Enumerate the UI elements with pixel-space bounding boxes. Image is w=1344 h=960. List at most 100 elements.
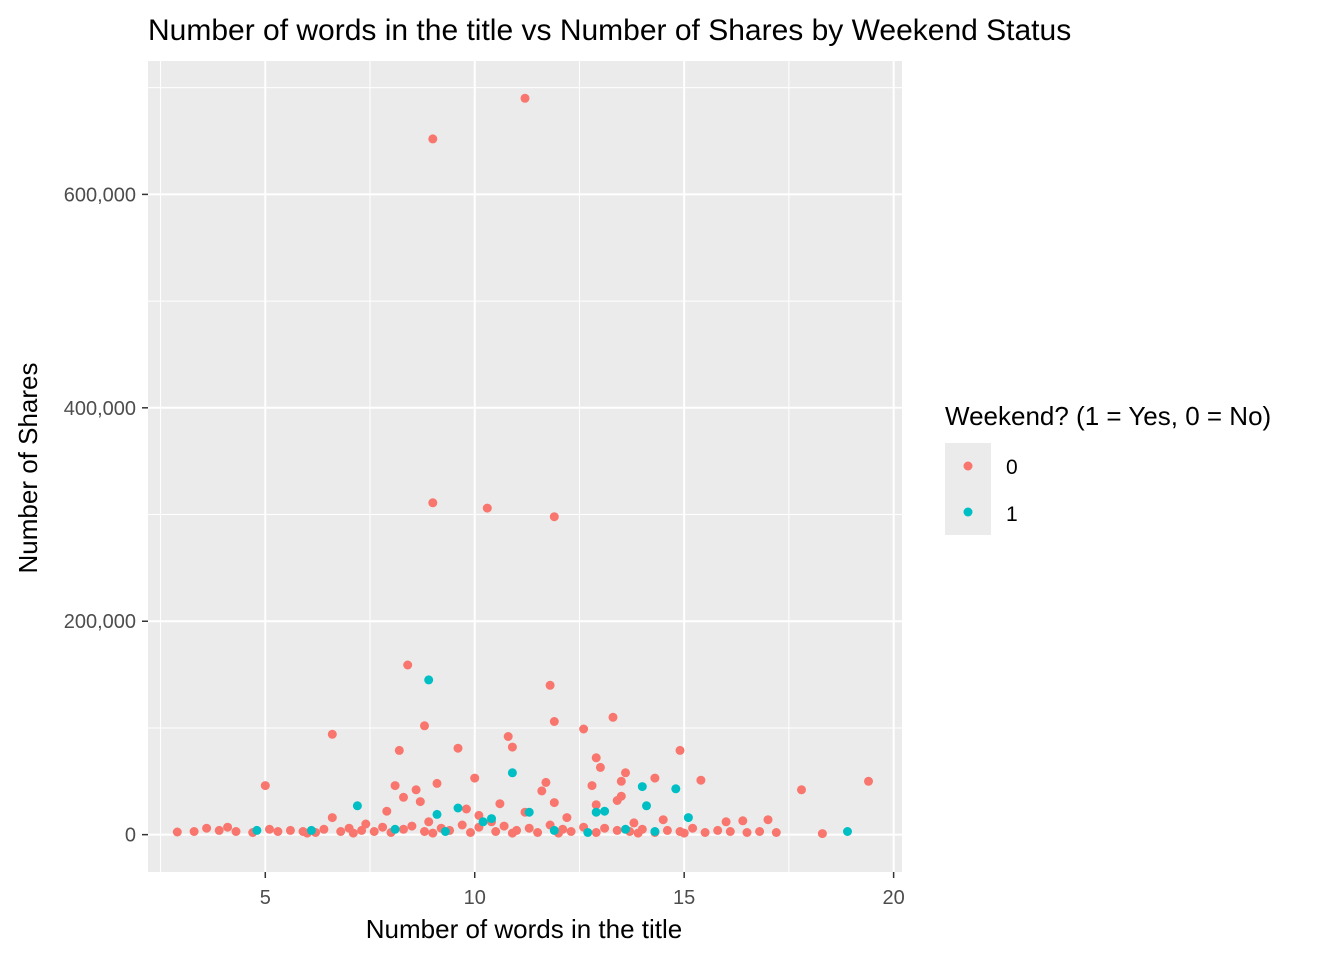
data-point-weekend-0 [817, 829, 827, 839]
data-point-weekend-0 [495, 799, 505, 809]
data-point-weekend-1 [591, 807, 601, 817]
data-point-weekend-0 [771, 828, 781, 837]
data-point-weekend-1 [352, 801, 362, 811]
data-point-weekend-0 [688, 823, 698, 833]
data-point-weekend-1 [432, 809, 442, 819]
data-point-weekend-0 [223, 822, 233, 832]
data-point-weekend-1 [478, 817, 488, 827]
data-point-weekend-1 [683, 813, 693, 823]
data-point-weekend-0 [466, 828, 475, 837]
legend-label-1: 1 [1006, 503, 1018, 526]
data-point-weekend-0 [562, 813, 572, 823]
data-point-weekend-0 [545, 680, 555, 690]
data-point-weekend-0 [357, 825, 367, 835]
data-point-weekend-0 [491, 827, 501, 836]
data-point-weekend-0 [595, 762, 605, 772]
legend: Weekend? (1 = Yes, 0 = No) 0 1 [945, 401, 1271, 535]
data-point-weekend-0 [549, 512, 559, 522]
data-point-weekend-1 [252, 825, 262, 835]
data-point-weekend-1 [671, 784, 681, 794]
data-point-weekend-0 [549, 798, 559, 808]
data-point-weekend-1 [637, 782, 647, 792]
data-point-weekend-1 [306, 825, 316, 835]
data-point-weekend-1 [487, 814, 496, 824]
data-point-weekend-1 [650, 827, 660, 836]
data-point-weekend-0 [633, 828, 643, 838]
x-tick-label: 15 [673, 887, 695, 909]
data-point-weekend-0 [612, 825, 622, 835]
data-point-weekend-0 [428, 828, 438, 838]
data-point-weekend-0 [403, 660, 413, 670]
data-point-weekend-0 [428, 134, 438, 144]
data-point-weekend-0 [579, 724, 589, 734]
data-point-weekend-0 [755, 827, 765, 836]
data-point-weekend-0 [470, 773, 480, 783]
data-point-weekend-0 [549, 717, 559, 726]
y-tick-label: 600,000 [64, 184, 136, 206]
data-point-weekend-0 [600, 823, 610, 833]
legend-key-0 [963, 461, 973, 471]
data-point-weekend-0 [738, 816, 748, 826]
plot-panel [148, 61, 902, 872]
data-point-weekend-0 [742, 828, 752, 837]
data-point-weekend-0 [285, 825, 295, 835]
y-axis-title: Number of Shares [13, 363, 43, 574]
data-point-weekend-0 [566, 827, 576, 836]
data-point-weekend-0 [616, 776, 626, 786]
data-point-weekend-0 [675, 745, 685, 755]
data-point-weekend-1 [621, 824, 630, 834]
data-point-weekend-0 [587, 781, 597, 791]
data-point-weekend-0 [621, 768, 630, 778]
data-point-weekend-0 [361, 819, 371, 829]
data-point-weekend-0 [608, 712, 618, 722]
data-point-weekend-0 [591, 800, 601, 810]
data-point-weekend-1 [583, 828, 593, 837]
data-point-weekend-0 [399, 792, 408, 802]
data-point-weekend-0 [503, 732, 513, 741]
data-point-weekend-1 [507, 768, 517, 778]
data-point-weekend-0 [378, 822, 388, 832]
data-point-weekend-1 [642, 801, 651, 811]
data-point-weekend-0 [336, 827, 346, 836]
data-point-weekend-0 [189, 827, 199, 836]
chart-title: Number of words in the title vs Number o… [148, 14, 1071, 47]
data-point-weekend-0 [537, 786, 547, 796]
panel-background [148, 61, 902, 872]
data-point-weekend-0 [390, 781, 400, 791]
data-point-weekend-0 [432, 778, 442, 788]
data-point-weekend-0 [399, 824, 408, 834]
legend-title: Weekend? (1 = Yes, 0 = No) [945, 401, 1271, 431]
data-point-weekend-0 [453, 743, 463, 753]
data-point-weekend-0 [864, 776, 873, 786]
data-point-weekend-1 [453, 803, 463, 813]
data-point-weekend-0 [457, 820, 467, 830]
x-tick-label: 5 [260, 887, 271, 909]
data-point-weekend-0 [679, 828, 689, 838]
data-point-weekend-0 [382, 806, 392, 816]
data-point-weekend-0 [524, 823, 534, 833]
data-point-weekend-0 [231, 827, 241, 836]
data-point-weekend-1 [549, 825, 559, 835]
data-point-weekend-0 [420, 827, 429, 836]
data-point-weekend-0 [424, 817, 434, 827]
data-point-weekend-1 [600, 806, 610, 816]
data-point-weekend-0 [415, 797, 425, 807]
data-point-weekend-0 [591, 753, 601, 763]
data-point-weekend-0 [369, 827, 379, 836]
data-point-weekend-0 [499, 821, 509, 831]
y-tick-label: 400,000 [64, 398, 136, 420]
data-point-weekend-0 [420, 721, 429, 731]
y-tick-label: 0 [125, 825, 136, 847]
data-point-weekend-0 [172, 827, 182, 837]
data-point-weekend-0 [327, 813, 337, 823]
data-point-weekend-1 [390, 824, 400, 834]
data-point-weekend-0 [327, 729, 337, 739]
data-point-weekend-0 [541, 777, 551, 787]
data-point-weekend-0 [700, 828, 710, 837]
data-point-weekend-0 [797, 785, 806, 795]
data-point-weekend-0 [763, 815, 773, 825]
data-point-weekend-0 [202, 823, 212, 833]
x-axis-title: Number of words in the title [366, 914, 682, 944]
y-axis-ticks: 0 200,000 400,000 600,000 [64, 184, 148, 847]
